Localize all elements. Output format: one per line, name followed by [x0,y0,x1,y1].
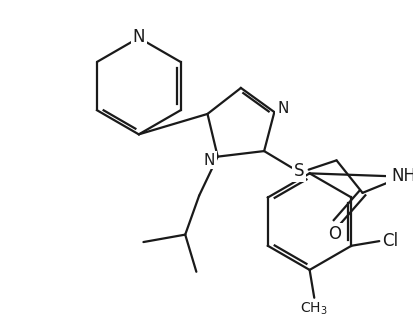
Text: O: O [328,225,340,243]
Text: NH: NH [391,167,413,185]
Text: Cl: Cl [382,232,398,250]
Text: S: S [294,162,304,180]
Text: N: N [132,28,145,46]
Text: CH$_3$: CH$_3$ [300,301,327,317]
Text: N: N [276,101,288,116]
Text: N: N [203,153,214,168]
